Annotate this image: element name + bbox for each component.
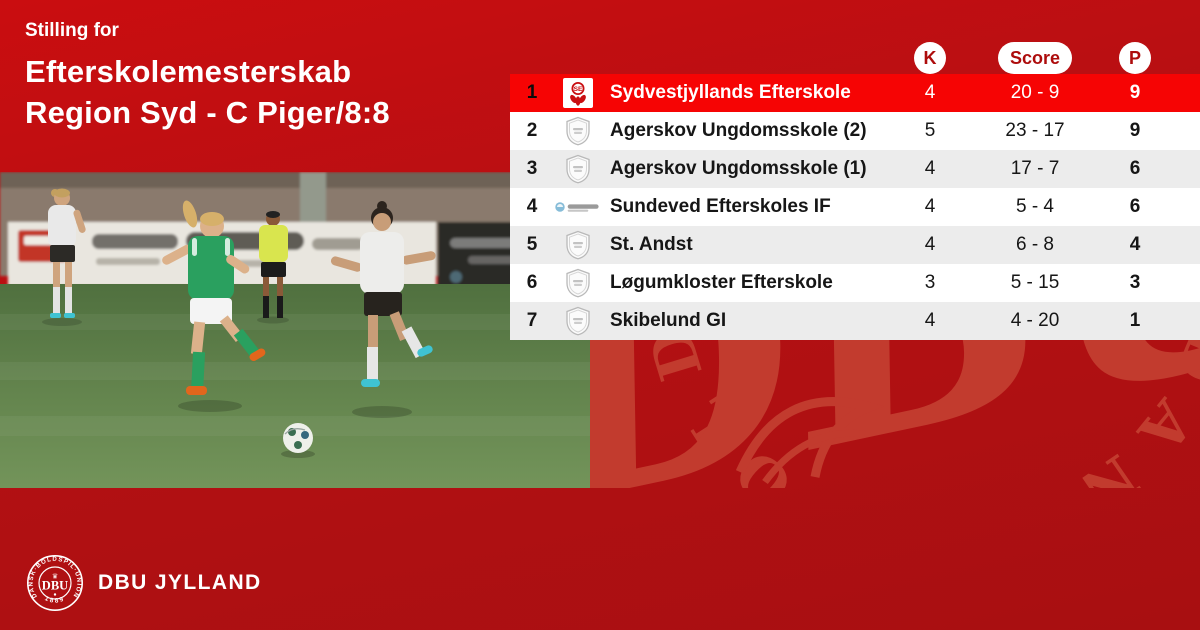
- title-block: Stilling for Efterskolemesterskab Region…: [25, 20, 390, 133]
- player-white-right: [330, 201, 436, 418]
- goal-score: 5 - 4: [1015, 196, 1055, 217]
- team-name: Skibelund GI: [610, 310, 727, 331]
- table-row: 3 Agerskov Ungdomsskole (1) 4 17 - 7 6: [510, 150, 1200, 188]
- svg-text:DBU: DBU: [42, 579, 68, 593]
- goal-score: 4 - 20: [1010, 310, 1060, 331]
- rank: 5: [526, 234, 538, 255]
- player-green-main: [162, 200, 266, 412]
- table-header: K Score P: [510, 42, 1200, 74]
- goal-score: 20 - 9: [1010, 82, 1060, 103]
- page-title-line1: Efterskolemesterskab: [25, 54, 352, 89]
- team-name: Agerskov Ungdomsskole (2): [610, 120, 867, 141]
- eyebrow-text: Stilling for: [25, 20, 119, 41]
- matches-played: 5: [924, 120, 936, 141]
- column-header-score-badge: Score: [998, 42, 1072, 74]
- club-logo-placeholder-shield-icon: [554, 112, 602, 150]
- goal-score: 17 - 7: [1010, 158, 1060, 179]
- crown-icon: ♛: [52, 573, 58, 581]
- points: 9: [1129, 120, 1141, 141]
- sydvestjyllands-crest-icon: SE: [554, 74, 602, 112]
- rank: 3: [526, 158, 538, 179]
- rank: 6: [526, 272, 538, 293]
- brand-name: DBU JYLLAND: [98, 571, 262, 594]
- goal-score: 23 - 17: [1005, 120, 1065, 141]
- points: 1: [1129, 310, 1141, 331]
- points: 4: [1129, 234, 1141, 255]
- team-name: Sydvestjyllands Efterskole: [610, 82, 851, 103]
- page-title-line2: Region Syd - C Piger/8:8: [25, 95, 390, 130]
- rank: 4: [526, 196, 538, 217]
- table-row: 5 St. Andst 4 6 - 8 4: [510, 226, 1200, 264]
- team-name: Agerskov Ungdomsskole (1): [610, 158, 867, 179]
- rank: 7: [526, 310, 538, 331]
- football: [281, 423, 315, 458]
- matches-played: 3: [924, 272, 936, 293]
- svg-text:SE: SE: [574, 86, 583, 93]
- table-row: 6 Løgumkloster Efterskole 3 5 - 15 3: [510, 264, 1200, 302]
- player-white-left: [42, 188, 86, 326]
- matches-played: 4: [924, 82, 936, 103]
- club-logo-placeholder-shield-icon: [554, 264, 602, 302]
- matches-played: 4: [924, 310, 936, 331]
- club-logo-placeholder-shield-icon: [554, 226, 602, 264]
- svg-text:1889: 1889: [44, 595, 67, 605]
- points: 9: [1129, 82, 1141, 103]
- team-name: St. Andst: [610, 234, 693, 255]
- dbu-logo: DANSK·BOLDSPIL·UNION 1889 ♛ DBU: [26, 554, 84, 612]
- team-name: Løgumkloster Efterskole: [610, 272, 833, 293]
- column-header-p-badge: P: [1119, 42, 1151, 74]
- points: 6: [1129, 196, 1141, 217]
- standings-table: K Score P 1 SE Sydvestjyllands Efterskol…: [510, 42, 1200, 340]
- matches-played: 4: [924, 158, 936, 179]
- club-logo-placeholder-shield-icon: [554, 302, 602, 340]
- table-row: 4 Sundeved Efterskoles IF 4 5 - 4 6: [510, 188, 1200, 226]
- points: 3: [1129, 272, 1141, 293]
- team-name: Sundeved Efterskoles IF: [610, 196, 831, 217]
- points: 6: [1129, 158, 1141, 179]
- matches-played: 4: [924, 196, 936, 217]
- column-header-k-badge: K: [914, 42, 946, 74]
- rank: 1: [526, 82, 538, 103]
- table-row: 2 Agerskov Ungdomsskole (2) 5 23 - 17 9: [510, 112, 1200, 150]
- match-photo: [0, 172, 590, 488]
- goal-score: 5 - 15: [1010, 272, 1060, 293]
- sundeved-wordmark-icon: [554, 188, 602, 226]
- match-photo-illustration: [0, 172, 590, 488]
- goal-score: 6 - 8: [1015, 234, 1055, 255]
- club-logo-placeholder-shield-icon: [554, 150, 602, 188]
- matches-played: 4: [924, 234, 936, 255]
- referee: [257, 211, 289, 324]
- rank: 2: [526, 120, 538, 141]
- table-row: 1 SE Sydvestjyllands Efterskole 4 20 - 9…: [510, 74, 1200, 112]
- table-row: 7 Skibelund GI 4 4 - 20 1: [510, 302, 1200, 340]
